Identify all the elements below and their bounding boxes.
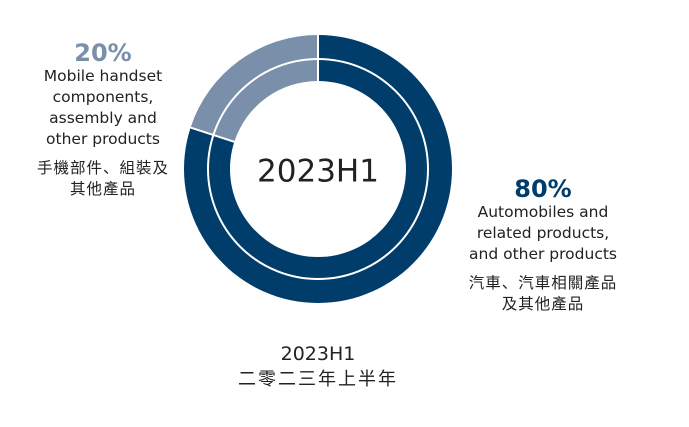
- automobiles-en-line: Automobiles and: [477, 203, 609, 221]
- automobiles-name-zh: 汽車、汽車相關產品 及其他產品: [432, 273, 654, 315]
- mobile-en-line: components,: [52, 88, 154, 106]
- mobile-name-zh: 手機部件、組裝及 其他產品: [18, 158, 188, 200]
- automobiles-percent: 80%: [514, 175, 572, 203]
- slice-mobile-handset: [190, 35, 318, 142]
- automobiles-en-line: related products,: [476, 224, 610, 242]
- automobiles-zh-line: 汽車、汽車相關產品: [468, 274, 618, 292]
- center-label: 2023H1: [257, 154, 379, 190]
- chart-caption: 2023H1 二零二三年上半年: [208, 342, 428, 392]
- mobile-name-en: Mobile handset components, assembly and …: [18, 66, 188, 150]
- caption-period: 2023H1: [280, 343, 356, 365]
- mobile-zh-line: 其他產品: [69, 180, 136, 198]
- mobile-en-line: Mobile handset: [43, 67, 163, 85]
- mobile-en-line: assembly and: [49, 109, 157, 127]
- mobile-percent: 20%: [74, 39, 132, 67]
- label-automobiles: 80% Automobiles and related products, an…: [432, 176, 654, 315]
- mobile-en-line: other products: [46, 130, 160, 148]
- mobile-zh-line: 手機部件、組裝及: [36, 159, 169, 177]
- automobiles-zh-line: 及其他產品: [501, 295, 585, 313]
- automobiles-name-en: Automobiles and related products, and ot…: [432, 202, 654, 265]
- slice-divider: [190, 126, 235, 143]
- caption-period-zh: 二零二三年上半年: [238, 369, 398, 390]
- automobiles-en-line: and other products: [469, 245, 617, 263]
- label-mobile-handset: 20% Mobile handset components, assembly …: [18, 40, 188, 200]
- slice-automobiles: [184, 35, 453, 303]
